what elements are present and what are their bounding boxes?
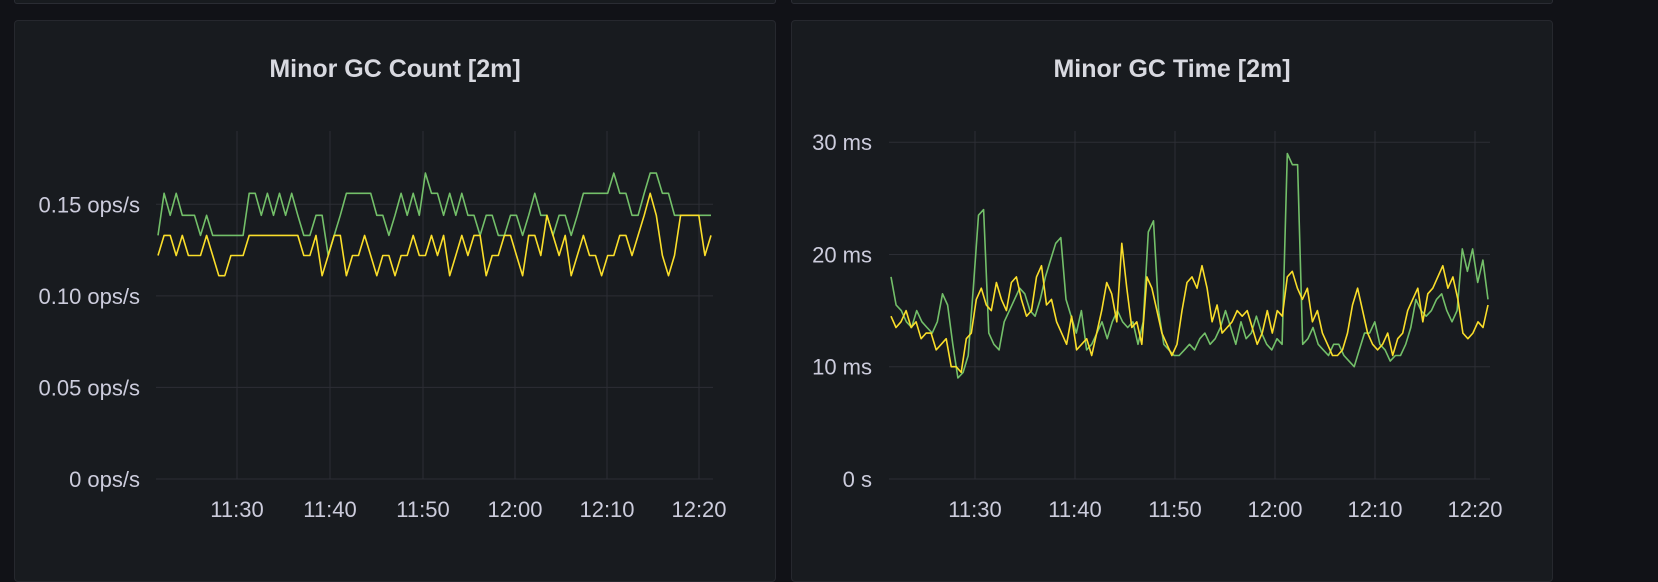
grid-lines bbox=[156, 131, 713, 480]
y-tick-label: 0 ops/s bbox=[69, 467, 140, 492]
panel-top-edge-right bbox=[791, 0, 1553, 4]
y-tick-label: 30 ms bbox=[812, 130, 872, 155]
series-line-yellow bbox=[157, 192, 712, 277]
series-line-green bbox=[157, 172, 711, 257]
x-tick-label: 11:30 bbox=[948, 497, 1001, 522]
panel-minor-gc-time: Minor GC Time [2m] 11:30 11:40 11:50 12:00 1… bbox=[791, 20, 1553, 582]
x-tick-label: 12:10 bbox=[579, 497, 634, 522]
panel-top-edge-left bbox=[14, 0, 776, 4]
x-tick-label: 12:00 bbox=[1247, 497, 1302, 522]
series-line-green bbox=[890, 152, 1489, 379]
panel-title: Minor GC Time [2m] bbox=[1053, 55, 1291, 83]
y-tick-label: 0.05 ops/s bbox=[38, 375, 140, 400]
y-tick-label: 10 ms bbox=[812, 355, 872, 380]
x-tick-label: 11:40 bbox=[1048, 497, 1101, 522]
x-tick-label: 11:50 bbox=[1148, 497, 1201, 522]
x-tick-label: 12:00 bbox=[487, 497, 542, 522]
y-tick-label: 0 s bbox=[843, 467, 872, 492]
y-tick-label: 0.15 ops/s bbox=[38, 192, 140, 217]
panel-minor-gc-count: Minor GC Count [2m] 11:30 11:40 11:50 12:00… bbox=[14, 20, 776, 582]
series-line-yellow bbox=[890, 242, 1489, 374]
x-tick-label: 11:30 bbox=[210, 497, 263, 522]
chart-minor-gc-time: 11:30 11:40 11:50 12:00 12:10 12:20 0 s 10 ms 20… bbox=[812, 130, 1502, 522]
panel-title: Minor GC Count [2m] bbox=[269, 55, 521, 83]
y-tick-label: 20 ms bbox=[812, 242, 872, 267]
chart-minor-gc-count: 11:30 11:40 11:50 12:00 12:10 12:20 0 ops/s 0.0… bbox=[38, 131, 727, 522]
x-tick-label: 12:20 bbox=[1447, 497, 1502, 522]
x-tick-label: 12:20 bbox=[671, 497, 726, 522]
x-tick-label: 11:40 bbox=[303, 497, 356, 522]
x-tick-label: 12:10 bbox=[1347, 497, 1402, 522]
grid-lines bbox=[889, 131, 1490, 480]
x-tick-label: 11:50 bbox=[396, 497, 449, 522]
y-tick-label: 0.10 ops/s bbox=[38, 284, 140, 309]
